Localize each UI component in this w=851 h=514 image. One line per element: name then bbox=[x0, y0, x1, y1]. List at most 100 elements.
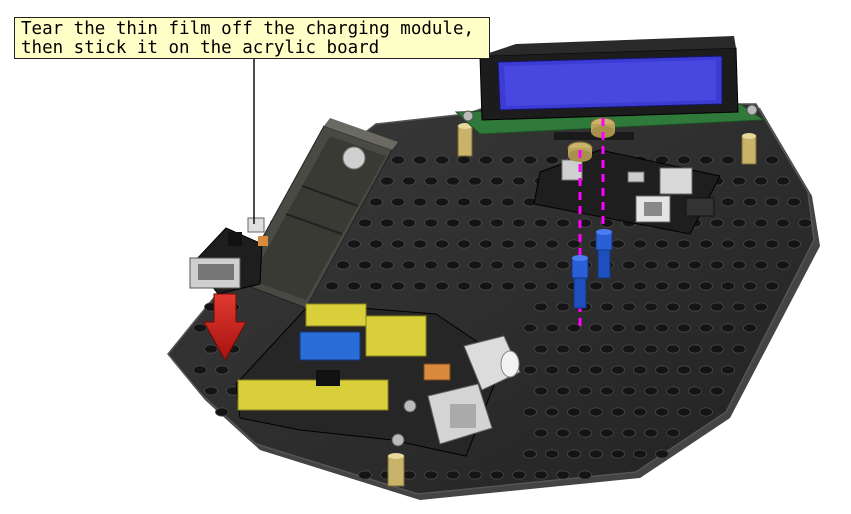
board-hole bbox=[589, 365, 603, 375]
board-hole bbox=[732, 260, 746, 270]
board-hole bbox=[468, 470, 482, 480]
board-hole bbox=[380, 260, 394, 270]
board-hole bbox=[204, 386, 218, 396]
board-hole bbox=[567, 449, 581, 459]
board-hole bbox=[622, 302, 636, 312]
board-hole bbox=[391, 197, 405, 207]
board-hole bbox=[721, 155, 735, 165]
board-hole bbox=[589, 281, 603, 291]
board-hole bbox=[655, 407, 669, 417]
board-hole bbox=[732, 344, 746, 354]
board-hole bbox=[391, 155, 405, 165]
board-hole bbox=[655, 449, 669, 459]
board-hole bbox=[710, 260, 724, 270]
board-hole bbox=[611, 239, 625, 249]
board-hole bbox=[545, 449, 559, 459]
arrow-down-icon bbox=[203, 293, 247, 362]
board-hole bbox=[644, 260, 658, 270]
board-hole bbox=[446, 470, 460, 480]
board-hole bbox=[534, 344, 548, 354]
board-hole bbox=[666, 302, 680, 312]
board-hole bbox=[699, 323, 713, 333]
board-hole bbox=[710, 344, 724, 354]
board-hole bbox=[765, 281, 779, 291]
board-hole bbox=[556, 302, 570, 312]
board-hole bbox=[347, 239, 361, 249]
board-hole bbox=[490, 470, 504, 480]
board-hole bbox=[688, 344, 702, 354]
board-hole bbox=[512, 470, 526, 480]
board-hole bbox=[589, 407, 603, 417]
board-hole bbox=[556, 344, 570, 354]
board-hole bbox=[534, 428, 548, 438]
board-hole bbox=[501, 197, 515, 207]
board-hole bbox=[523, 365, 537, 375]
board-hole bbox=[677, 407, 691, 417]
board-hole bbox=[644, 386, 658, 396]
board-hole bbox=[644, 344, 658, 354]
board-hole bbox=[523, 239, 537, 249]
board-hole bbox=[215, 365, 229, 375]
board-hole bbox=[402, 176, 416, 186]
battery-holder bbox=[237, 118, 398, 309]
board-hole bbox=[534, 260, 548, 270]
board-hole bbox=[589, 449, 603, 459]
board-hole bbox=[765, 155, 779, 165]
board-hole bbox=[743, 239, 757, 249]
board-hole bbox=[732, 302, 746, 312]
board-hole bbox=[655, 365, 669, 375]
board-hole bbox=[611, 323, 625, 333]
board-hole bbox=[578, 344, 592, 354]
board-hole bbox=[567, 323, 581, 333]
board-hole bbox=[391, 281, 405, 291]
board-hole bbox=[435, 155, 449, 165]
board-hole bbox=[677, 239, 691, 249]
power-switch bbox=[423, 363, 451, 381]
board-hole bbox=[413, 239, 427, 249]
callout-line-2: then stick it on the acrylic board bbox=[21, 38, 380, 58]
board-hole bbox=[688, 386, 702, 396]
board-hole bbox=[644, 302, 658, 312]
board-hole bbox=[424, 260, 438, 270]
board-hole bbox=[721, 323, 735, 333]
board-hole bbox=[468, 260, 482, 270]
board-hole bbox=[534, 218, 548, 228]
board-hole bbox=[556, 386, 570, 396]
board-hole bbox=[523, 449, 537, 459]
board-hole bbox=[754, 302, 768, 312]
board-hole bbox=[391, 239, 405, 249]
board-hole bbox=[644, 428, 658, 438]
board-hole bbox=[534, 302, 548, 312]
brass-standoff-rear bbox=[457, 123, 473, 157]
board-hole bbox=[589, 323, 603, 333]
board-hole bbox=[446, 176, 460, 186]
board-hole bbox=[523, 407, 537, 417]
board-hole bbox=[446, 260, 460, 270]
board-hole bbox=[435, 239, 449, 249]
board-hole bbox=[490, 218, 504, 228]
board-hole bbox=[468, 218, 482, 228]
board-hole bbox=[655, 239, 669, 249]
board-hole bbox=[556, 470, 570, 480]
board-hole bbox=[622, 344, 636, 354]
board-hole bbox=[479, 197, 493, 207]
controller-board bbox=[235, 303, 521, 457]
board-hole bbox=[479, 239, 493, 249]
board-hole bbox=[699, 239, 713, 249]
board-hole bbox=[358, 218, 372, 228]
board-hole bbox=[677, 323, 691, 333]
board-hole bbox=[677, 281, 691, 291]
board-hole bbox=[424, 218, 438, 228]
board-hole bbox=[688, 302, 702, 312]
board-hole bbox=[743, 281, 757, 291]
board-hole bbox=[545, 239, 559, 249]
board-hole bbox=[666, 428, 680, 438]
brass-standoff-right bbox=[741, 133, 757, 165]
board-hole bbox=[545, 281, 559, 291]
board-hole bbox=[512, 176, 526, 186]
board-hole bbox=[611, 407, 625, 417]
board-hole bbox=[490, 260, 504, 270]
board-hole bbox=[567, 407, 581, 417]
board-hole bbox=[611, 281, 625, 291]
board-hole bbox=[193, 323, 207, 333]
